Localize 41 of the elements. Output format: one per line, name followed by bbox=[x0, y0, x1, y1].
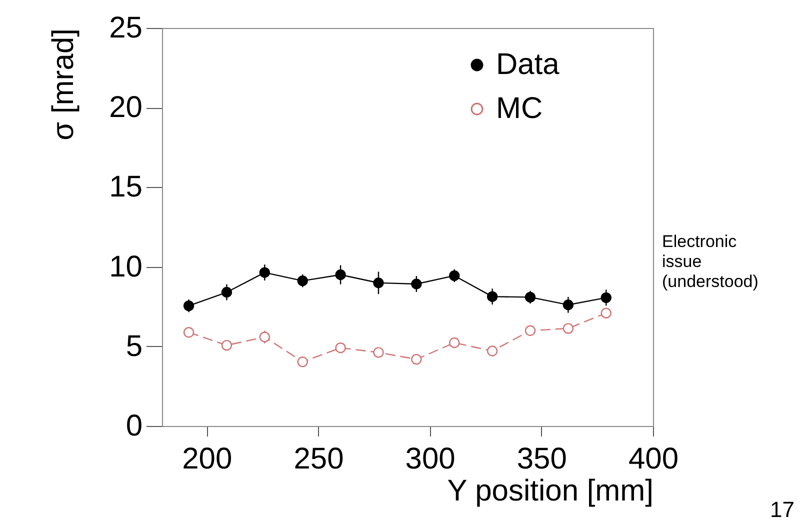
point bbox=[486, 346, 498, 356]
point bbox=[259, 267, 270, 278]
point bbox=[449, 337, 460, 348]
point bbox=[373, 278, 384, 288]
x-tick-label: 400 bbox=[628, 442, 679, 476]
point bbox=[449, 270, 460, 282]
point bbox=[600, 308, 612, 318]
x-tick-label: 350 bbox=[516, 442, 567, 476]
y-tick-label: 15 bbox=[109, 170, 142, 204]
point bbox=[297, 275, 308, 286]
point bbox=[486, 291, 498, 302]
point bbox=[221, 340, 232, 351]
point bbox=[411, 354, 422, 365]
point bbox=[524, 292, 536, 303]
point bbox=[562, 300, 574, 310]
x-axis-title: Y position [mm] bbox=[447, 474, 654, 508]
y-tick-label: 20 bbox=[109, 91, 142, 124]
legend-label: MC bbox=[496, 92, 543, 125]
point bbox=[221, 286, 232, 298]
x-tick-label: 300 bbox=[405, 442, 456, 476]
x-tick-label: 200 bbox=[182, 442, 232, 476]
text: 17 bbox=[770, 497, 796, 522]
point bbox=[524, 325, 536, 336]
point bbox=[335, 269, 346, 280]
text: Electronic issue (understood) bbox=[662, 232, 760, 292]
y-tick-label: 0 bbox=[126, 410, 142, 442]
point bbox=[411, 278, 422, 290]
legend-label: Data bbox=[496, 48, 560, 81]
y-tick-label: 10 bbox=[109, 250, 142, 284]
point bbox=[259, 332, 270, 342]
x-tick-label: 250 bbox=[294, 442, 344, 476]
point bbox=[183, 300, 194, 312]
point bbox=[373, 347, 384, 358]
point bbox=[297, 356, 308, 368]
y-tick-label: 5 bbox=[126, 330, 142, 363]
y-axis-title: σ [mrad] bbox=[47, 28, 80, 140]
point bbox=[335, 342, 346, 354]
point bbox=[183, 327, 194, 338]
point bbox=[600, 292, 612, 304]
point bbox=[562, 323, 574, 334]
y-tick-label: 25 bbox=[109, 12, 142, 44]
